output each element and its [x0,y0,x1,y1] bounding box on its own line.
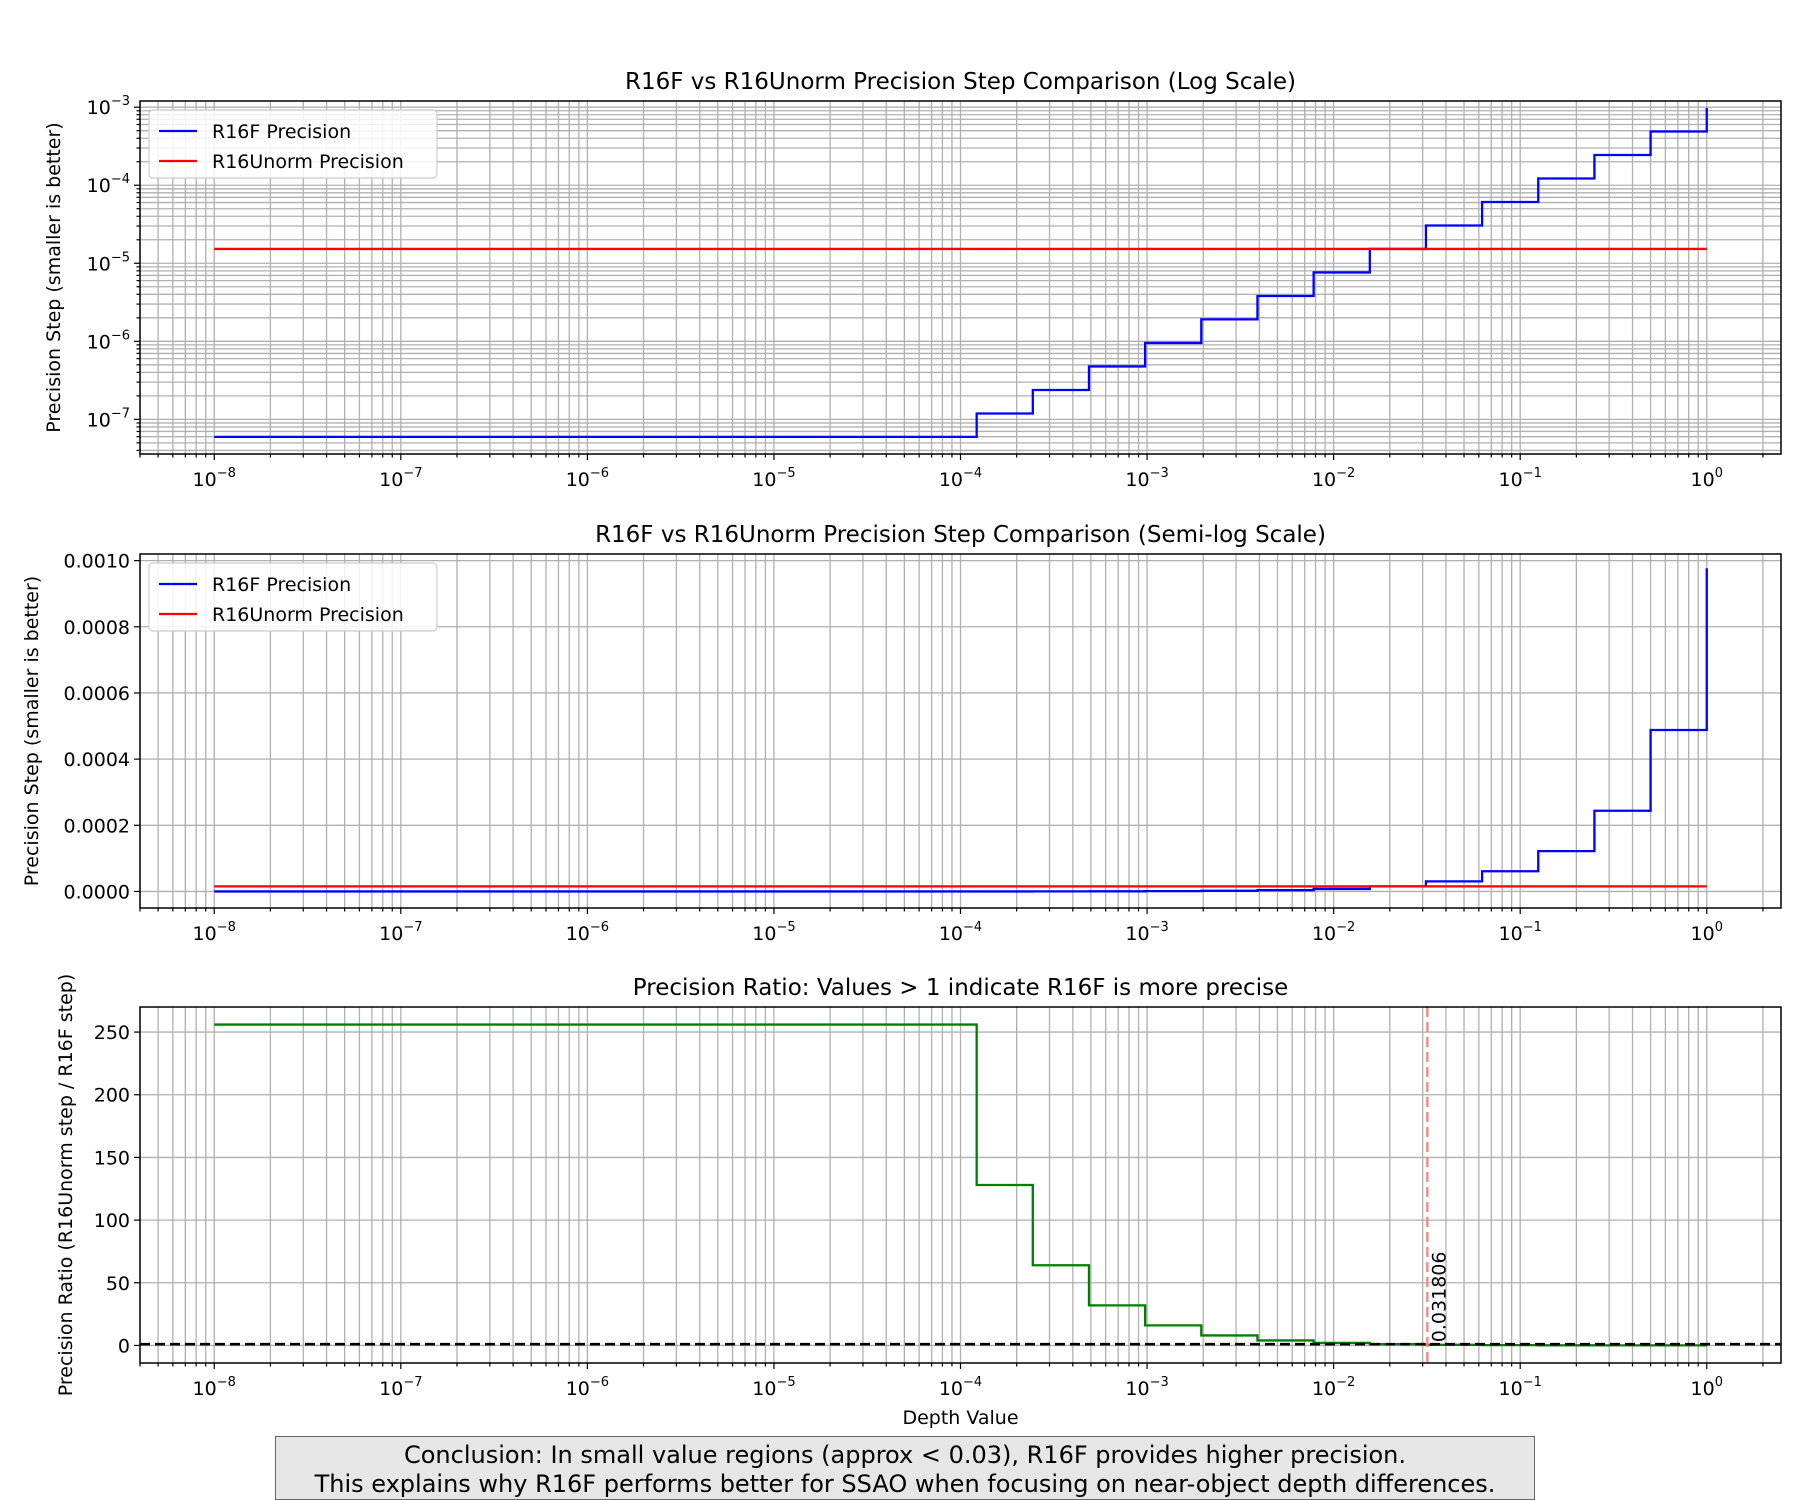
conclusion-line-1: Conclusion: In small value regions (appr… [403,1441,1407,1469]
y-axis-label: Precision Step (smaller is better) [43,122,65,432]
x-tick-label: 10−3 [1125,1375,1168,1400]
x-tick-label: 10−1 [1499,1375,1542,1400]
y-tick-label: 10−6 [87,328,130,353]
x-tick-label: 10−5 [752,466,795,491]
chart-title: R16F vs R16Unorm Precision Step Comparis… [595,522,1326,548]
y-tick-label: 10−3 [87,94,130,119]
legend: R16F Precision R16Unorm Precision [148,562,438,632]
y-ticks: 0 50 100 150 200 250 [94,1022,140,1357]
x-tick-label: 10−8 [193,466,236,491]
y-tick-label: 0.0008 [64,617,130,639]
legend-label: R16Unorm Precision [212,604,404,626]
grid [140,1007,1781,1363]
conclusion-box: Conclusion: In small value regions (appr… [275,1436,1535,1500]
r16f-precision-line [214,107,1708,439]
x-tick-label: 10−2 [1312,466,1355,491]
y-tick-label: 150 [94,1147,130,1169]
x-ticks: 10−8 10−7 10−6 10−5 10−4 10−3 10−2 10−1 100 [139,454,1764,491]
y-axis-label: Precision Ratio (R16Unorm step / R16F st… [55,974,77,1396]
x-tick-label: 10−2 [1312,920,1355,945]
legend-label: R16Unorm Precision [212,151,404,173]
y-tick-label: 10−4 [87,172,130,197]
x-tick-label: 10−6 [566,920,609,945]
y-tick-label: 250 [94,1022,130,1044]
y-tick-label: 0.0002 [64,815,130,837]
y-tick-label: 100 [94,1210,130,1232]
y-tick-label: 50 [106,1273,130,1295]
x-ticks: 10−8 10−7 10−6 10−5 10−4 10−3 10−2 10−1 100 [139,1363,1764,1400]
semilog-scale-panel: 10−8 10−7 10−6 10−5 10−4 10−3 10−2 10−1 100 0.000… [21,522,1782,945]
series-group [214,107,1708,439]
grid [140,554,1781,908]
x-tick-label: 10−1 [1499,466,1542,491]
legend-label: R16F Precision [212,121,351,143]
y-axis-label: Precision Step (smaller is better) [21,576,43,886]
chart-title: Precision Ratio: Values > 1 indicate R16… [633,975,1288,1001]
y-tick-label: 10−5 [87,250,130,275]
x-tick-label: 10−2 [1312,1375,1355,1400]
x-tick-label: 10−7 [379,920,422,945]
series-group [140,1007,1781,1363]
x-tick-label: 10−3 [1125,920,1168,945]
x-tick-label: 10−3 [1125,466,1168,491]
x-tick-label: 10−5 [752,1375,795,1400]
x-tick-label: 100 [1691,1375,1723,1400]
legend-box [148,562,438,632]
x-tick-label: 10−6 [566,1375,609,1400]
x-tick-label: 10−7 [379,1375,422,1400]
y-tick-label: 0.0010 [64,551,130,573]
y-tick-label: 200 [94,1085,130,1107]
x-tick-label: 10−5 [752,920,795,945]
precision-ratio-panel: 0.031806 10−8 10−7 10−6 10−5 10−4 10−3 10−2 10−1… [55,974,1782,1429]
x-tick-label: 10−7 [379,466,422,491]
y-tick-label: 0 [118,1335,130,1357]
chart-title: R16F vs R16Unorm Precision Step Comparis… [625,69,1296,95]
log-scale-panel: 10−8 10−7 10−6 10−5 10−4 10−3 10−2 10−1 10010−71… [43,69,1782,491]
x-ticks: 10−8 10−7 10−6 10−5 10−4 10−3 10−2 10−1 100 [139,908,1764,945]
conclusion-line-2: This explains why R16F performs better f… [314,1470,1496,1498]
crossover-annotation: 0.031806 [1428,1252,1450,1343]
y-tick-label: 0.0006 [64,683,130,705]
x-tick-label: 10−4 [939,920,982,945]
x-tick-label: 10−1 [1499,920,1542,945]
series-group [214,568,1708,893]
x-axis-label: Depth Value [902,1407,1018,1429]
x-tick-label: 10−6 [566,466,609,491]
r16f-precision-line [214,568,1708,893]
x-tick-label: 10−8 [193,920,236,945]
y-ticks: 10−7 10−6 10−5 10−4 10−3 [87,94,140,452]
legend-box [148,109,438,179]
x-tick-label: 100 [1691,466,1723,491]
x-tick-label: 10−8 [193,1375,236,1400]
x-tick-label: 10−4 [939,466,982,491]
y-tick-label: 0.0004 [64,749,130,771]
x-tick-label: 100 [1691,920,1723,945]
legend-label: R16F Precision [212,574,351,596]
x-tick-label: 10−4 [939,1375,982,1400]
y-tick-label: 10−7 [87,406,130,431]
y-ticks: 0.0000 0.0002 0.0004 0.0006 0.0008 0.0010 [64,551,140,903]
y-tick-label: 0.0000 [64,881,130,903]
legend: R16F Precision R16Unorm Precision [148,109,438,179]
